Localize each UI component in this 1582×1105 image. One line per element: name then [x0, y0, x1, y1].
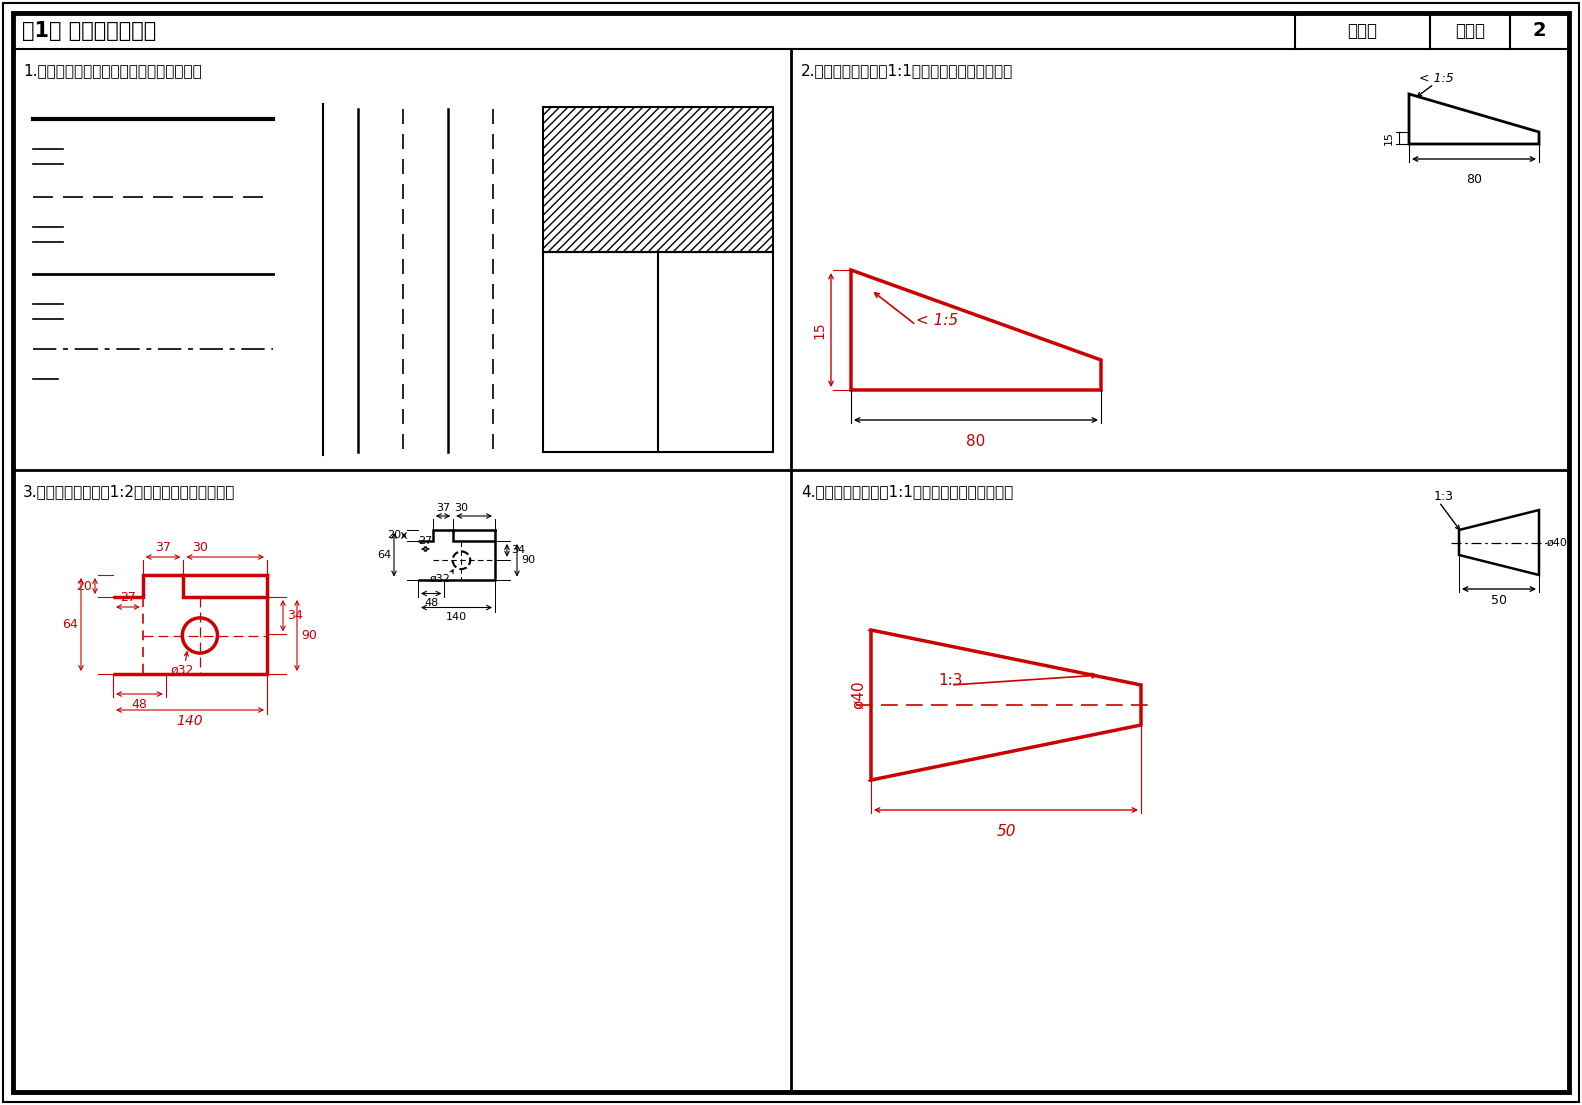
Text: 90: 90 — [520, 555, 535, 566]
Text: 3.参照所示图形，用1:2画出图形，并标注尺寸。: 3.参照所示图形，用1:2画出图形，并标注尺寸。 — [24, 484, 236, 499]
Text: 1:3: 1:3 — [1433, 490, 1454, 503]
Text: 37: 37 — [437, 503, 451, 513]
Text: 80: 80 — [967, 434, 986, 449]
Text: 2.参照所示图形，用1:1画出图形，并标注尺寸。: 2.参照所示图形，用1:1画出图形，并标注尺寸。 — [800, 63, 1012, 78]
Text: ø32: ø32 — [430, 575, 451, 585]
Text: 4.参照所示图形，用1:1画出图形，并标注尺寸。: 4.参照所示图形，用1:1画出图形，并标注尺寸。 — [800, 484, 1012, 499]
Text: 班级：: 班级： — [1348, 22, 1378, 40]
Text: 第1章 制图的基本知识: 第1章 制图的基本知识 — [22, 21, 157, 41]
Text: 15: 15 — [1384, 131, 1394, 145]
Text: 30: 30 — [454, 503, 468, 513]
Text: < 1:5: < 1:5 — [1419, 72, 1454, 85]
Text: 2: 2 — [1533, 21, 1546, 41]
Text: 140: 140 — [446, 611, 467, 621]
Bar — [543, 252, 774, 452]
Text: 37: 37 — [155, 541, 171, 554]
Text: 30: 30 — [191, 541, 207, 554]
Text: ø40: ø40 — [851, 681, 865, 709]
Text: 34: 34 — [286, 609, 302, 622]
Text: 20: 20 — [76, 579, 92, 592]
Text: < 1:5: < 1:5 — [916, 313, 959, 328]
Text: ø32: ø32 — [171, 663, 195, 676]
Text: 34: 34 — [511, 546, 525, 556]
Text: 15: 15 — [812, 322, 826, 339]
Text: 90: 90 — [301, 629, 316, 642]
Text: 1.在指定位置处，照样画出下列各种图线。: 1.在指定位置处，照样画出下列各种图线。 — [24, 63, 202, 78]
Bar — [543, 107, 774, 252]
Text: 64: 64 — [377, 550, 391, 560]
Text: 姓名：: 姓名： — [1455, 22, 1485, 40]
Text: 48: 48 — [131, 698, 147, 711]
Text: 50: 50 — [1490, 594, 1508, 607]
Text: 140: 140 — [177, 714, 204, 728]
Text: 64: 64 — [62, 618, 78, 631]
Text: ø40: ø40 — [1547, 537, 1568, 547]
Text: 50: 50 — [997, 824, 1016, 839]
Text: 20: 20 — [388, 530, 400, 540]
Text: 80: 80 — [1467, 173, 1482, 186]
Text: 1:3: 1:3 — [938, 673, 963, 688]
Text: 27: 27 — [120, 591, 136, 604]
Text: 48: 48 — [424, 598, 438, 608]
Text: 27: 27 — [418, 536, 432, 546]
